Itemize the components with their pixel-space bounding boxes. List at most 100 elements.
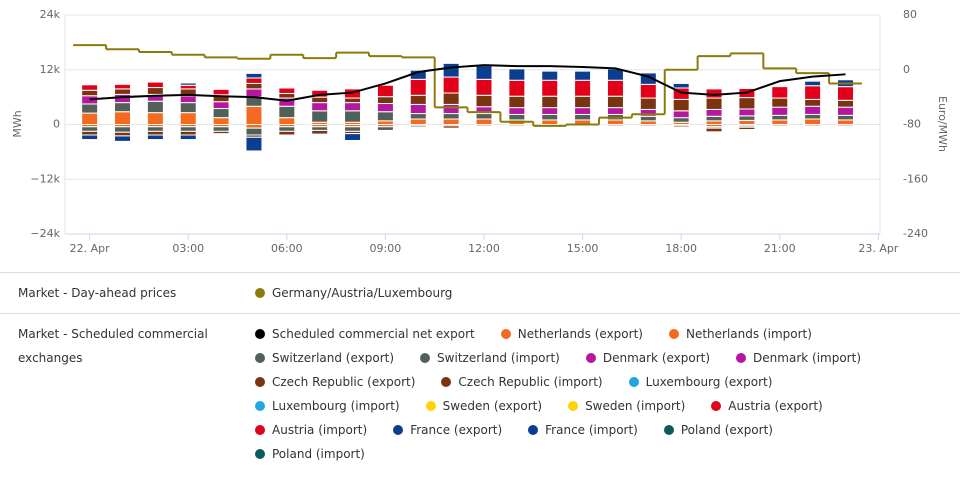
bar-segment bbox=[114, 111, 132, 125]
bar-segment bbox=[311, 126, 329, 131]
bar-segment bbox=[245, 124, 263, 129]
legend-item[interactable]: Denmark (import) bbox=[736, 346, 861, 370]
legend-item[interactable]: Switzerland (import) bbox=[420, 346, 560, 370]
bar-segment bbox=[146, 126, 164, 132]
bar-segment bbox=[344, 110, 362, 123]
bar-segment bbox=[475, 118, 493, 126]
legend-group-title: Market - Scheduled commercial exchanges bbox=[18, 327, 208, 365]
y2-tick-label: -80 bbox=[903, 118, 921, 131]
legend-item[interactable]: Denmark (export) bbox=[585, 346, 711, 370]
bar-segment bbox=[278, 117, 296, 125]
bar-segment bbox=[146, 112, 164, 125]
legend-item[interactable]: France (import) bbox=[528, 418, 638, 442]
legend-label: Sweden (import) bbox=[585, 399, 686, 413]
legend-label: Switzerland (import) bbox=[437, 351, 560, 365]
legend-marker bbox=[255, 377, 265, 387]
bar-segment bbox=[574, 113, 592, 121]
legend-item[interactable]: Luxembourg (import) bbox=[255, 394, 400, 418]
bar-segment bbox=[639, 83, 657, 99]
bar-segment bbox=[442, 76, 460, 94]
x-tick-label: 15:00 bbox=[567, 242, 599, 255]
legend-items: Scheduled commercial net export Netherlan… bbox=[255, 322, 895, 466]
legend-item[interactable]: Czech Republic (import) bbox=[441, 370, 603, 394]
bar-segment bbox=[836, 99, 854, 108]
bar-segment bbox=[146, 130, 164, 136]
bar-segment bbox=[344, 126, 362, 132]
bar-segment bbox=[81, 130, 99, 136]
bar-segment bbox=[212, 101, 230, 110]
bar-segment bbox=[376, 84, 394, 98]
bar-segment bbox=[245, 77, 263, 84]
legend-item[interactable]: Czech Republic (export) bbox=[255, 370, 415, 394]
bar-segment bbox=[212, 130, 230, 135]
legend-item[interactable]: France (export) bbox=[393, 418, 502, 442]
bar-segment bbox=[836, 106, 854, 116]
bar-segment bbox=[804, 118, 822, 126]
legend-item[interactable]: Netherlands (import) bbox=[668, 322, 812, 346]
legend-item[interactable]: Sweden (import) bbox=[568, 394, 685, 418]
bar-segment bbox=[114, 102, 132, 113]
bar-segment bbox=[376, 120, 394, 125]
y-axis-title: MWh bbox=[11, 110, 24, 137]
bar-segment bbox=[114, 135, 132, 142]
bar-segment bbox=[804, 105, 822, 115]
bar-segment bbox=[442, 125, 460, 129]
bar-segment bbox=[574, 79, 592, 97]
bar-segment bbox=[475, 78, 493, 96]
bar-segment bbox=[508, 68, 526, 81]
bar-segment bbox=[475, 113, 493, 120]
legend-marker bbox=[255, 288, 265, 298]
legend-item[interactable]: Poland (export) bbox=[663, 418, 773, 442]
bar-segment bbox=[442, 118, 460, 126]
legend-item[interactable]: Poland (import) bbox=[255, 442, 365, 466]
legend-item[interactable]: Sweden (export) bbox=[425, 394, 542, 418]
legend-label: France (import) bbox=[545, 423, 638, 437]
legend-group-title: Market - Day-ahead prices bbox=[18, 286, 177, 300]
bar-segment bbox=[245, 88, 263, 98]
y2-tick-label: -160 bbox=[903, 172, 928, 185]
legend-item[interactable]: Switzerland (export) bbox=[255, 346, 394, 370]
legend-label: Poland (import) bbox=[272, 447, 365, 461]
legend-item[interactable]: Luxembourg (export) bbox=[628, 370, 772, 394]
bar-segment bbox=[278, 105, 296, 119]
legend-item[interactable]: Germany/Austria/Luxembourg bbox=[255, 281, 452, 305]
bar-segment bbox=[146, 81, 164, 89]
legend-group: Market - Scheduled commercial exchanges S… bbox=[0, 313, 960, 474]
chart: MWh Euro/MWh −24k −12k 0 12k 24k -240 -160 -80 0… bbox=[11, 8, 949, 255]
bar-segment bbox=[245, 105, 263, 125]
legend-label: Poland (export) bbox=[680, 423, 773, 437]
legend-marker bbox=[393, 425, 404, 435]
bar-segment bbox=[81, 84, 99, 91]
legend-items: Germany/Austria/Luxembourg bbox=[255, 281, 895, 305]
legend-item[interactable]: Scheduled commercial net export bbox=[255, 322, 475, 346]
legend-item[interactable]: Austria (import) bbox=[255, 418, 367, 442]
legend-marker bbox=[255, 449, 265, 459]
bar-segment bbox=[245, 127, 263, 136]
legend-item[interactable]: Austria (export) bbox=[711, 394, 823, 418]
legend-marker bbox=[420, 353, 431, 363]
bar-segment bbox=[409, 118, 427, 126]
bar-segment bbox=[508, 107, 526, 115]
bar-segment bbox=[508, 79, 526, 97]
bar-segment bbox=[606, 107, 624, 115]
legend-label: Denmark (export) bbox=[602, 351, 711, 365]
bar-segment bbox=[836, 114, 854, 121]
y-tick-label: −12k bbox=[30, 172, 60, 185]
bar-segment bbox=[541, 107, 559, 115]
bar-segment bbox=[574, 70, 592, 81]
bars bbox=[81, 62, 854, 152]
bar-segment bbox=[771, 124, 789, 127]
bar-segment bbox=[245, 136, 263, 152]
legend-marker bbox=[528, 425, 539, 435]
legend-marker bbox=[668, 329, 679, 339]
y-tick-label: −24k bbox=[30, 227, 60, 240]
bar-segment bbox=[245, 82, 263, 90]
bar-segment bbox=[508, 124, 526, 127]
x-tick-label: 06:00 bbox=[271, 242, 303, 255]
bar-segment bbox=[606, 79, 624, 97]
legend-item[interactable]: Netherlands (export) bbox=[500, 322, 643, 346]
bar-segment bbox=[146, 134, 164, 141]
x-tick-label: 23. Apr bbox=[858, 242, 898, 255]
bar-segment bbox=[541, 70, 559, 81]
